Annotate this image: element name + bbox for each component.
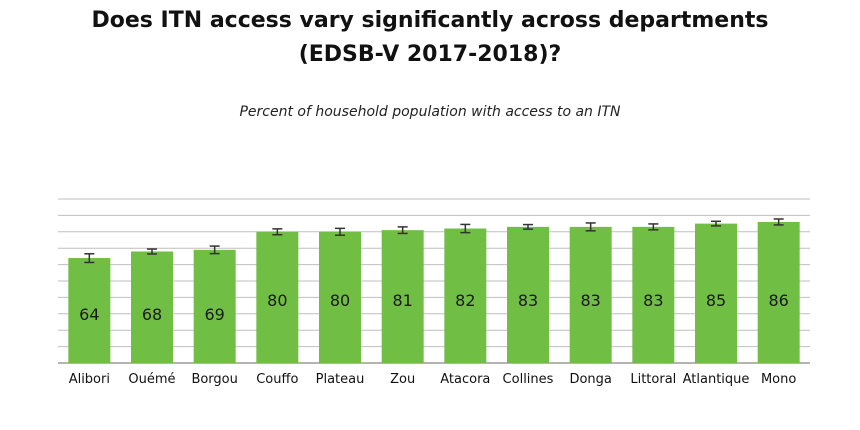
category-label: Couffo: [256, 372, 298, 387]
error-bar: [397, 226, 408, 235]
category-labels: Alibori Ouémé Borgou Couffo Plateau Zou Atacor…: [69, 372, 797, 387]
bar-value-label: 83: [580, 291, 600, 310]
category-label: Zou: [390, 372, 415, 387]
category-label: Collines: [503, 372, 554, 387]
error-bar: [773, 218, 784, 226]
bar: [444, 228, 487, 363]
bars: [68, 221, 800, 363]
error-bar: [460, 223, 471, 234]
error-bar: [272, 228, 283, 236]
error-bar: [209, 245, 220, 255]
bar: [381, 230, 424, 363]
bar-value-label: 82: [455, 291, 475, 310]
bar-value-label: 86: [768, 291, 788, 310]
bar-value-label: 83: [643, 291, 663, 310]
bar-value-label: 80: [330, 291, 350, 310]
category-label: Mono: [761, 372, 796, 387]
category-label: Atacora: [440, 372, 490, 387]
chart-title: Does ITN access vary significantly acros…: [0, 4, 860, 72]
category-label: Ouémé: [128, 372, 175, 387]
bar: [193, 249, 236, 363]
category-label: Alibori: [69, 372, 110, 387]
gridlines: [58, 198, 810, 364]
bar: [256, 231, 299, 363]
bar-value-label: 81: [392, 291, 412, 310]
category-label: Borgou: [191, 372, 237, 387]
error-bar: [711, 220, 721, 227]
error-bars: [84, 218, 784, 264]
error-bar: [84, 253, 95, 264]
error-bar: [648, 223, 659, 231]
bar: [68, 258, 111, 363]
bar-value-label: 83: [518, 291, 538, 310]
bar-value-label: 69: [204, 305, 224, 324]
bar: [131, 251, 173, 363]
category-label: Plateau: [316, 372, 365, 387]
chart-title-line-1: Does ITN access vary significantly acros…: [91, 8, 769, 33]
category-label: Donga: [569, 372, 611, 387]
category-label: Littoral: [630, 372, 676, 387]
bar-value-label: 85: [706, 291, 726, 310]
bar-value-label: 64: [79, 305, 99, 324]
bar: [695, 223, 737, 363]
error-bar: [335, 227, 345, 236]
chart-subtitle: Percent of household population with acc…: [239, 104, 621, 120]
bar: [632, 226, 675, 363]
error-bar: [523, 223, 533, 230]
bar-value-label: 68: [142, 305, 162, 324]
error-bar: [147, 248, 157, 255]
bar-value-labels: 64 68 69 80 80 81 82 83 83 83 85 86: [79, 291, 789, 324]
bar-value-label: 80: [267, 291, 287, 310]
chart-title-line-2: (EDSB-V 2017-2018)?: [298, 42, 562, 67]
bar: [507, 226, 549, 363]
category-label: Atlantique: [683, 372, 750, 387]
bar: [757, 221, 800, 363]
error-bar: [585, 222, 596, 232]
bar: [319, 231, 361, 363]
bar: [569, 226, 612, 363]
